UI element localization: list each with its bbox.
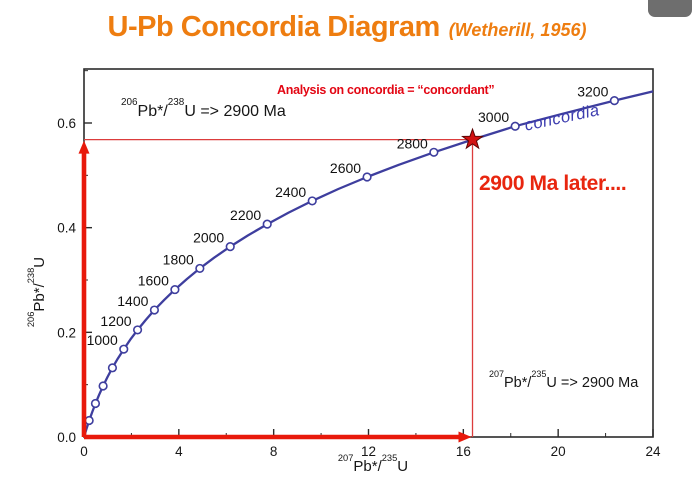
age-label-1800: 1800 <box>163 251 194 267</box>
y-tick-label: 0.2 <box>57 325 76 340</box>
x-axis-arrowhead <box>458 431 472 443</box>
age-marker-2000 <box>225 242 235 252</box>
age-marker-3000 <box>510 121 520 131</box>
window-control-tab[interactable] <box>648 0 692 17</box>
age-marker-1200 <box>132 325 143 335</box>
age-marker-1600 <box>170 284 180 295</box>
age-label-3000: 3000 <box>478 109 509 125</box>
age-label-2000: 2000 <box>193 230 224 246</box>
age-label-2600: 2600 <box>330 160 361 176</box>
x-tick-label: 16 <box>456 444 471 459</box>
age-marker-2400 <box>307 196 317 206</box>
x-tick-label: 8 <box>270 444 278 459</box>
age-label-1200: 1200 <box>100 313 131 329</box>
age-label-2400: 2400 <box>275 184 306 200</box>
age-marker-200 <box>84 415 94 426</box>
age-marker-600 <box>98 381 108 391</box>
x-tick-label: 4 <box>175 444 183 459</box>
age-marker-1400 <box>149 305 160 315</box>
star-marker-2900 <box>461 127 484 150</box>
y-axis-arrowhead <box>78 140 90 154</box>
age-marker-1000 <box>119 344 129 354</box>
y-tick-label: 0.6 <box>57 116 76 131</box>
age-marker-1800 <box>195 263 205 274</box>
annotation-206pb-238u-projection: 206Pb*/238U => 2900 Ma <box>121 97 286 120</box>
age-marker-400 <box>90 398 101 409</box>
y-tick-label: 0.0 <box>57 430 76 445</box>
page-title: U-Pb Concordia Diagram (Wetherill, 1956) <box>0 11 694 44</box>
x-axis-label: 207Pb*/235U <box>337 452 409 475</box>
concordia-curve <box>82 90 654 438</box>
age-label-1000: 1000 <box>87 332 118 348</box>
age-label-1400: 1400 <box>117 293 148 309</box>
annotation-concordant: Analysis on concordia = “concordant” <box>277 83 495 97</box>
age-marker-2800 <box>429 147 439 157</box>
x-tick-label: 12 <box>361 444 376 459</box>
title-text: U-Pb Concordia Diagram <box>107 11 441 43</box>
y-axis-label: 206Pb*/238U <box>25 256 48 328</box>
y-tick-label: 0.4 <box>57 221 76 236</box>
age-marker-3200 <box>609 96 620 106</box>
age-label-2200: 2200 <box>230 207 261 223</box>
age-label-2800: 2800 <box>397 135 428 151</box>
annotation-207pb-235u-projection: 207Pb*/235U => 2900 Ma <box>489 369 639 391</box>
age-marker-800 <box>107 363 118 373</box>
age-label-3200: 3200 <box>577 84 608 100</box>
x-tick-label: 20 <box>551 444 566 459</box>
title-citation: (Wetherill, 1956) <box>448 20 587 40</box>
age-marker-2200 <box>262 219 272 229</box>
annotation-2900-ma-later: 2900 Ma later.... <box>479 172 627 195</box>
age-marker-2600 <box>362 172 372 182</box>
age-label-1600: 1600 <box>138 273 169 289</box>
x-tick-label: 24 <box>645 444 661 459</box>
x-tick-label: 0 <box>80 444 88 459</box>
